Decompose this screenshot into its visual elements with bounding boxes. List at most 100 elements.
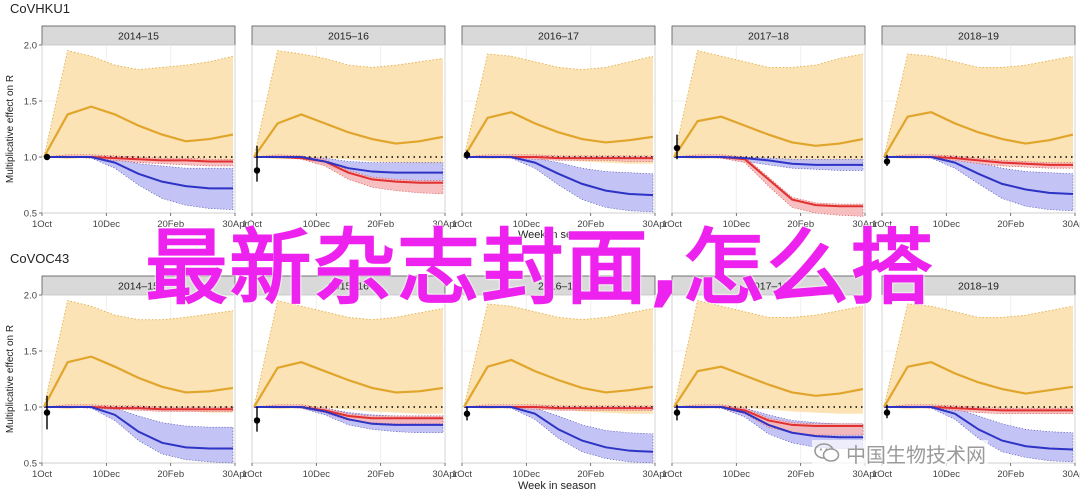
x-tick-label: 1Oct [452,219,472,230]
point-estimate [883,158,891,165]
ci-band-main [464,303,653,414]
facet-strip-label: 2015–16 [328,31,369,43]
ci-upper-main [253,300,444,408]
x-tick-label: 20Feb [997,219,1024,230]
x-tick-label: 30Apr [852,469,877,480]
panel-CoVHKU1-2018–19: 2018–19 1Oct 10Dec 20Feb 30Apr [872,25,1080,230]
x-tick-label: 1Oct [452,469,472,480]
series-line-blue [674,406,863,439]
panel-CoVOC43-2018–19: 2018–19 1Oct 10Dec 20Feb 30Apr [872,275,1080,480]
point-estimate [253,417,261,424]
x-tick-label: 20Feb [997,469,1024,480]
facet-strip-label: 2014–15 [118,31,159,43]
point-estimate [673,144,681,152]
point-estimate [883,409,891,416]
panel-CoVHKU1-2016–17: 2016–17 1Oct 10Dec 20Feb 30Apr [452,25,668,230]
x-tick-label: 20Feb [367,469,394,480]
facet-strip-label: 2015–16 [328,281,369,293]
x-tick-label: 30Apr [1062,469,1080,480]
point-estimate [43,409,51,416]
x-tick-label: 1Oct [32,469,52,480]
ci-band-main [254,50,443,165]
series-line-main [883,361,1074,408]
facet-strip-label: 2018–19 [958,281,999,293]
series-line-blue [254,156,443,174]
ci-upper-main [673,300,864,408]
x-tick-label: 10Dec [93,469,121,480]
ci-band-main [884,303,1073,414]
x-tick-label: 10Dec [513,469,541,480]
series-line-main [253,113,444,158]
ci-upper-main [43,50,234,158]
x-tick-label: 10Dec [723,469,751,480]
x-tick-label: 30Apr [432,469,457,480]
panel-CoVHKU1-2017–18: 2017–18 1Oct 10Dec 20Feb 30Apr [662,25,878,230]
x-tick-label: 20Feb [577,219,604,230]
facet-strip-label: 2018–19 [958,31,999,43]
ci-upper-main [463,53,654,158]
x-tick-label: 20Feb [367,219,394,230]
x-tick-label: 1Oct [32,219,52,230]
facet-strip-label: 2017–18 [748,31,789,43]
series-line-main [463,111,654,158]
y-axis-label: Multiplicative effect on R [5,325,16,433]
ci-band-main [464,53,653,164]
x-tick-label: 10Dec [933,469,961,480]
series-line-main [463,358,654,408]
ci-band-main [674,300,863,414]
row-title-CoVOC43: CoVOC43 [10,251,69,266]
ci-upper-main [43,300,234,408]
x-tick-label: 30Apr [222,219,247,230]
facet-strip-label: 2017–18 [748,281,789,293]
series-line-main [43,105,234,158]
series-line-blue [884,406,1074,451]
x-tick-label: 10Dec [513,219,541,230]
panel-CoVOC43-2016–17: 2016–17 1Oct 10Dec 20Feb 30Apr [452,275,668,480]
ci-band-main [44,50,233,163]
x-tick-label: 10Dec [933,219,961,230]
series-line-blue [44,406,233,450]
y-tick-label: 2.0 [24,291,37,302]
x-tick-label: 30Apr [642,469,667,480]
x-tick-label: 1Oct [662,219,682,230]
y-tick-label: 2.0 [24,41,37,52]
point-estimate [673,409,681,416]
row-title-CoVHKU1: CoVHKU1 [10,1,70,16]
panel-CoVOC43-2015–16: 2015–16 1Oct 10Dec 20Feb 30Apr [242,275,458,480]
x-tick-label: 30Apr [642,219,667,230]
overlay-headline: 最新杂志封面,怎么搭 [145,220,935,316]
facet-strip-label: 2016–17 [538,31,579,43]
x-tick-label: 1Oct [242,469,262,480]
series-line-blue [464,406,654,453]
x-tick-label: 30Apr [222,469,247,480]
x-tick-label: 20Feb [787,219,814,230]
series-line-main [253,361,444,408]
y-tick-label: 1.5 [24,97,37,108]
y-tick-label: 1.0 [24,403,37,414]
y-tick-label: 1.5 [24,347,37,358]
ci-band-main [44,300,233,413]
watermark-text: 中国生物技术网 [846,442,986,467]
watermark: 中国生物技术网 [812,440,988,467]
y-tick-label: 1.0 [24,153,37,164]
point-estimate [253,167,261,174]
series-line-main [673,115,864,158]
x-tick-label: 20Feb [157,469,184,480]
panel-CoVHKU1-2015–16: 2015–16 1Oct 10Dec 20Feb 30Apr [242,25,458,230]
x-tick-label: 1Oct [872,469,892,480]
x-tick-label: 10Dec [303,469,331,480]
x-tick-label: 10Dec [93,219,121,230]
ci-band-main [674,50,863,164]
ci-band-main [884,53,1073,164]
x-tick-label: 10Dec [723,219,751,230]
series-line-blue [254,406,443,426]
point-estimate [463,410,471,417]
ci-upper-main [253,50,444,158]
y-tick-label: 0.5 [24,459,37,470]
ci-band-main [254,300,443,414]
facet-strip-label: 2016–17 [538,281,579,293]
y-tick-label: 0.5 [24,209,37,220]
x-axis-label: Week in season [518,480,596,492]
series-line-blue [464,156,654,197]
